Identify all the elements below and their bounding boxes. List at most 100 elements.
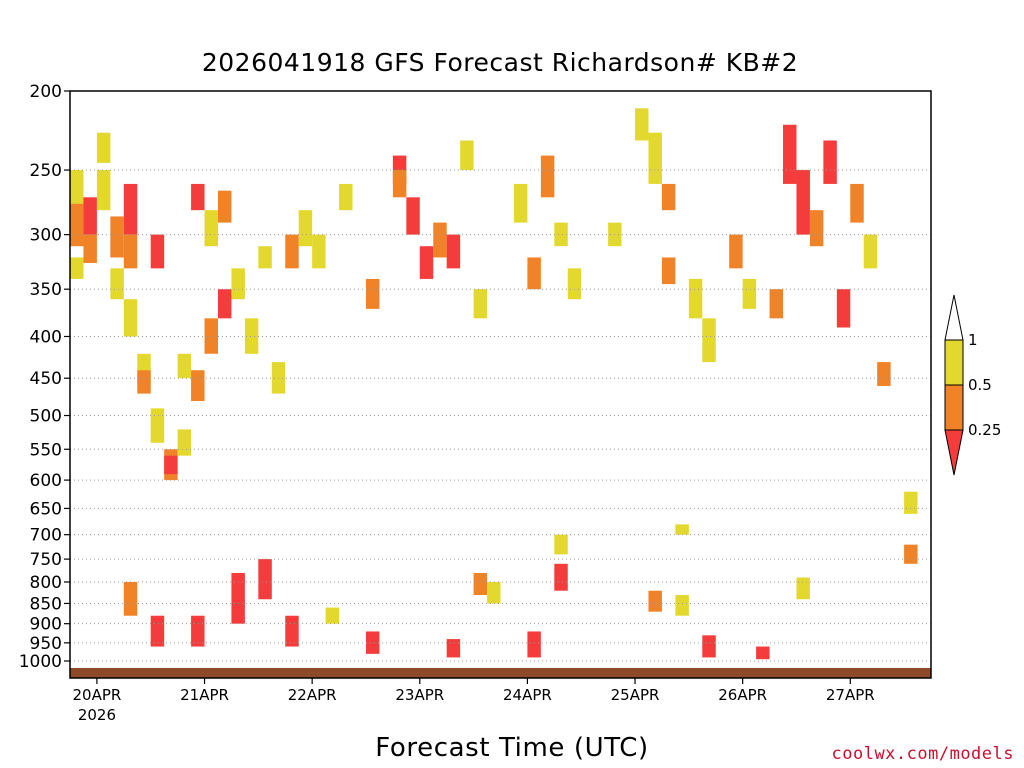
y-tick-label: 800 bbox=[30, 573, 62, 593]
y-tick-label: 550 bbox=[30, 440, 62, 460]
colorbar-level-label: 1 bbox=[968, 331, 978, 349]
heatmap-cell bbox=[796, 170, 810, 235]
heatmap-cell bbox=[769, 289, 784, 319]
heatmap-cell bbox=[513, 183, 528, 223]
heatmap-cell bbox=[809, 210, 824, 247]
heatmap-cell bbox=[419, 246, 434, 279]
chart-title: 2026041918 GFS Forecast Richardson# KB#2 bbox=[201, 48, 799, 77]
heatmap-cell bbox=[823, 140, 837, 184]
x-tick-label: 23APR bbox=[395, 686, 444, 704]
y-tick-label: 300 bbox=[30, 226, 62, 246]
heatmap-cell bbox=[96, 170, 111, 211]
heatmap-cell bbox=[231, 268, 245, 300]
heatmap-cell bbox=[406, 197, 420, 235]
heatmap-cell bbox=[191, 183, 205, 211]
heatmap-cell bbox=[110, 268, 124, 300]
heatmap-cell bbox=[204, 318, 218, 354]
x-tick-label: 27APR bbox=[826, 686, 875, 704]
heatmap-cell bbox=[110, 216, 124, 258]
heatmap-cell bbox=[446, 639, 461, 658]
colorbar-level-label: 0.5 bbox=[968, 376, 992, 394]
y-tick-label: 400 bbox=[30, 327, 62, 347]
heatmap-cell bbox=[460, 140, 474, 171]
heatmap-cell bbox=[661, 257, 676, 285]
heatmap-cell bbox=[204, 210, 218, 247]
heatmap-cell bbox=[258, 246, 272, 269]
y-tick-label: 450 bbox=[30, 369, 62, 389]
heatmap-cell bbox=[648, 590, 662, 612]
heatmap-cell bbox=[392, 170, 407, 198]
heatmap-cell bbox=[150, 234, 165, 269]
heatmap-cell bbox=[661, 183, 676, 211]
heatmap-cell bbox=[83, 197, 97, 235]
y-tick-label: 250 bbox=[30, 161, 62, 181]
y-tick-label: 750 bbox=[30, 550, 62, 570]
heatmap-cell bbox=[527, 257, 541, 290]
x-tick-label: 24APR bbox=[503, 686, 552, 704]
y-tick-label: 200 bbox=[30, 82, 62, 102]
heatmap-cell bbox=[231, 573, 245, 624]
y-tick-label: 950 bbox=[30, 634, 62, 654]
heatmap-cell bbox=[123, 581, 138, 616]
x-tick-label: 21APR bbox=[180, 686, 229, 704]
heatmap-cell bbox=[877, 362, 891, 386]
heatmap-cell bbox=[123, 234, 138, 269]
x-tick-sublabel: 2026 bbox=[78, 706, 116, 724]
heatmap-cell bbox=[365, 631, 380, 654]
colorbar-white-arrow bbox=[944, 294, 964, 341]
x-tick-label: 26APR bbox=[718, 686, 767, 704]
heatmap-cell bbox=[446, 234, 461, 269]
y-tick-label: 850 bbox=[30, 594, 62, 614]
heatmap-cell bbox=[702, 318, 716, 363]
colorbar-yellow-bin bbox=[944, 339, 964, 386]
y-tick-label: 650 bbox=[30, 499, 62, 519]
heatmap-cell bbox=[258, 559, 272, 600]
heatmap-cell bbox=[473, 573, 488, 596]
colorbar: 1 0.5 0.25 bbox=[944, 294, 1001, 476]
heatmap-cell bbox=[675, 524, 689, 535]
heatmap-cell bbox=[123, 299, 138, 337]
heatmap-cell bbox=[473, 289, 488, 319]
heatmap-cell bbox=[540, 155, 555, 198]
ground-strip bbox=[70, 668, 931, 678]
heatmap-cell bbox=[756, 646, 770, 660]
ground-surface bbox=[70, 668, 931, 678]
heatmap-cell bbox=[70, 170, 84, 204]
heatmap-cell bbox=[150, 408, 165, 443]
heatmap-cell bbox=[177, 429, 192, 456]
colorbar-red-arrow bbox=[944, 429, 964, 476]
heatmap-cell bbox=[554, 534, 568, 555]
heatmap-cell bbox=[688, 278, 703, 319]
y-tick-label: 900 bbox=[30, 615, 62, 635]
heatmap-cell bbox=[298, 210, 313, 247]
heatmap-cell bbox=[96, 132, 111, 163]
heatmap-cell bbox=[527, 631, 541, 658]
heatmap-cell bbox=[648, 132, 662, 184]
heatmap-cells bbox=[70, 108, 918, 660]
heatmap-cell bbox=[836, 289, 851, 328]
y-tick-label: 500 bbox=[30, 407, 62, 427]
heatmap-cell bbox=[729, 234, 743, 269]
heatmap-cell bbox=[796, 577, 810, 600]
heatmap-cell bbox=[702, 635, 716, 658]
heatmap-cell bbox=[365, 278, 380, 309]
heatmap-cell bbox=[635, 108, 649, 141]
heatmap-cell bbox=[191, 615, 205, 647]
y-axis: 200 250 300 350 400 450 500 550 600 650 700 750 8008… bbox=[19, 82, 70, 672]
x-tick-label: 25APR bbox=[611, 686, 660, 704]
heatmap-cell bbox=[83, 234, 97, 263]
colorbar-orange-bin bbox=[944, 384, 964, 431]
x-tick-label: 22APR bbox=[288, 686, 337, 704]
heatmap-cell bbox=[217, 289, 232, 319]
heatmap-cell bbox=[244, 318, 259, 354]
heatmap-cell bbox=[339, 183, 353, 211]
heatmap-cell bbox=[863, 234, 878, 269]
heatmap-cell bbox=[191, 370, 205, 402]
heatmap-cell bbox=[217, 190, 232, 223]
heatmap-cell bbox=[312, 234, 326, 269]
heatmap-cell bbox=[123, 183, 138, 235]
heatmap-cell bbox=[904, 544, 918, 564]
heatmap-cell bbox=[904, 491, 918, 514]
heatmap-cell bbox=[137, 370, 151, 394]
